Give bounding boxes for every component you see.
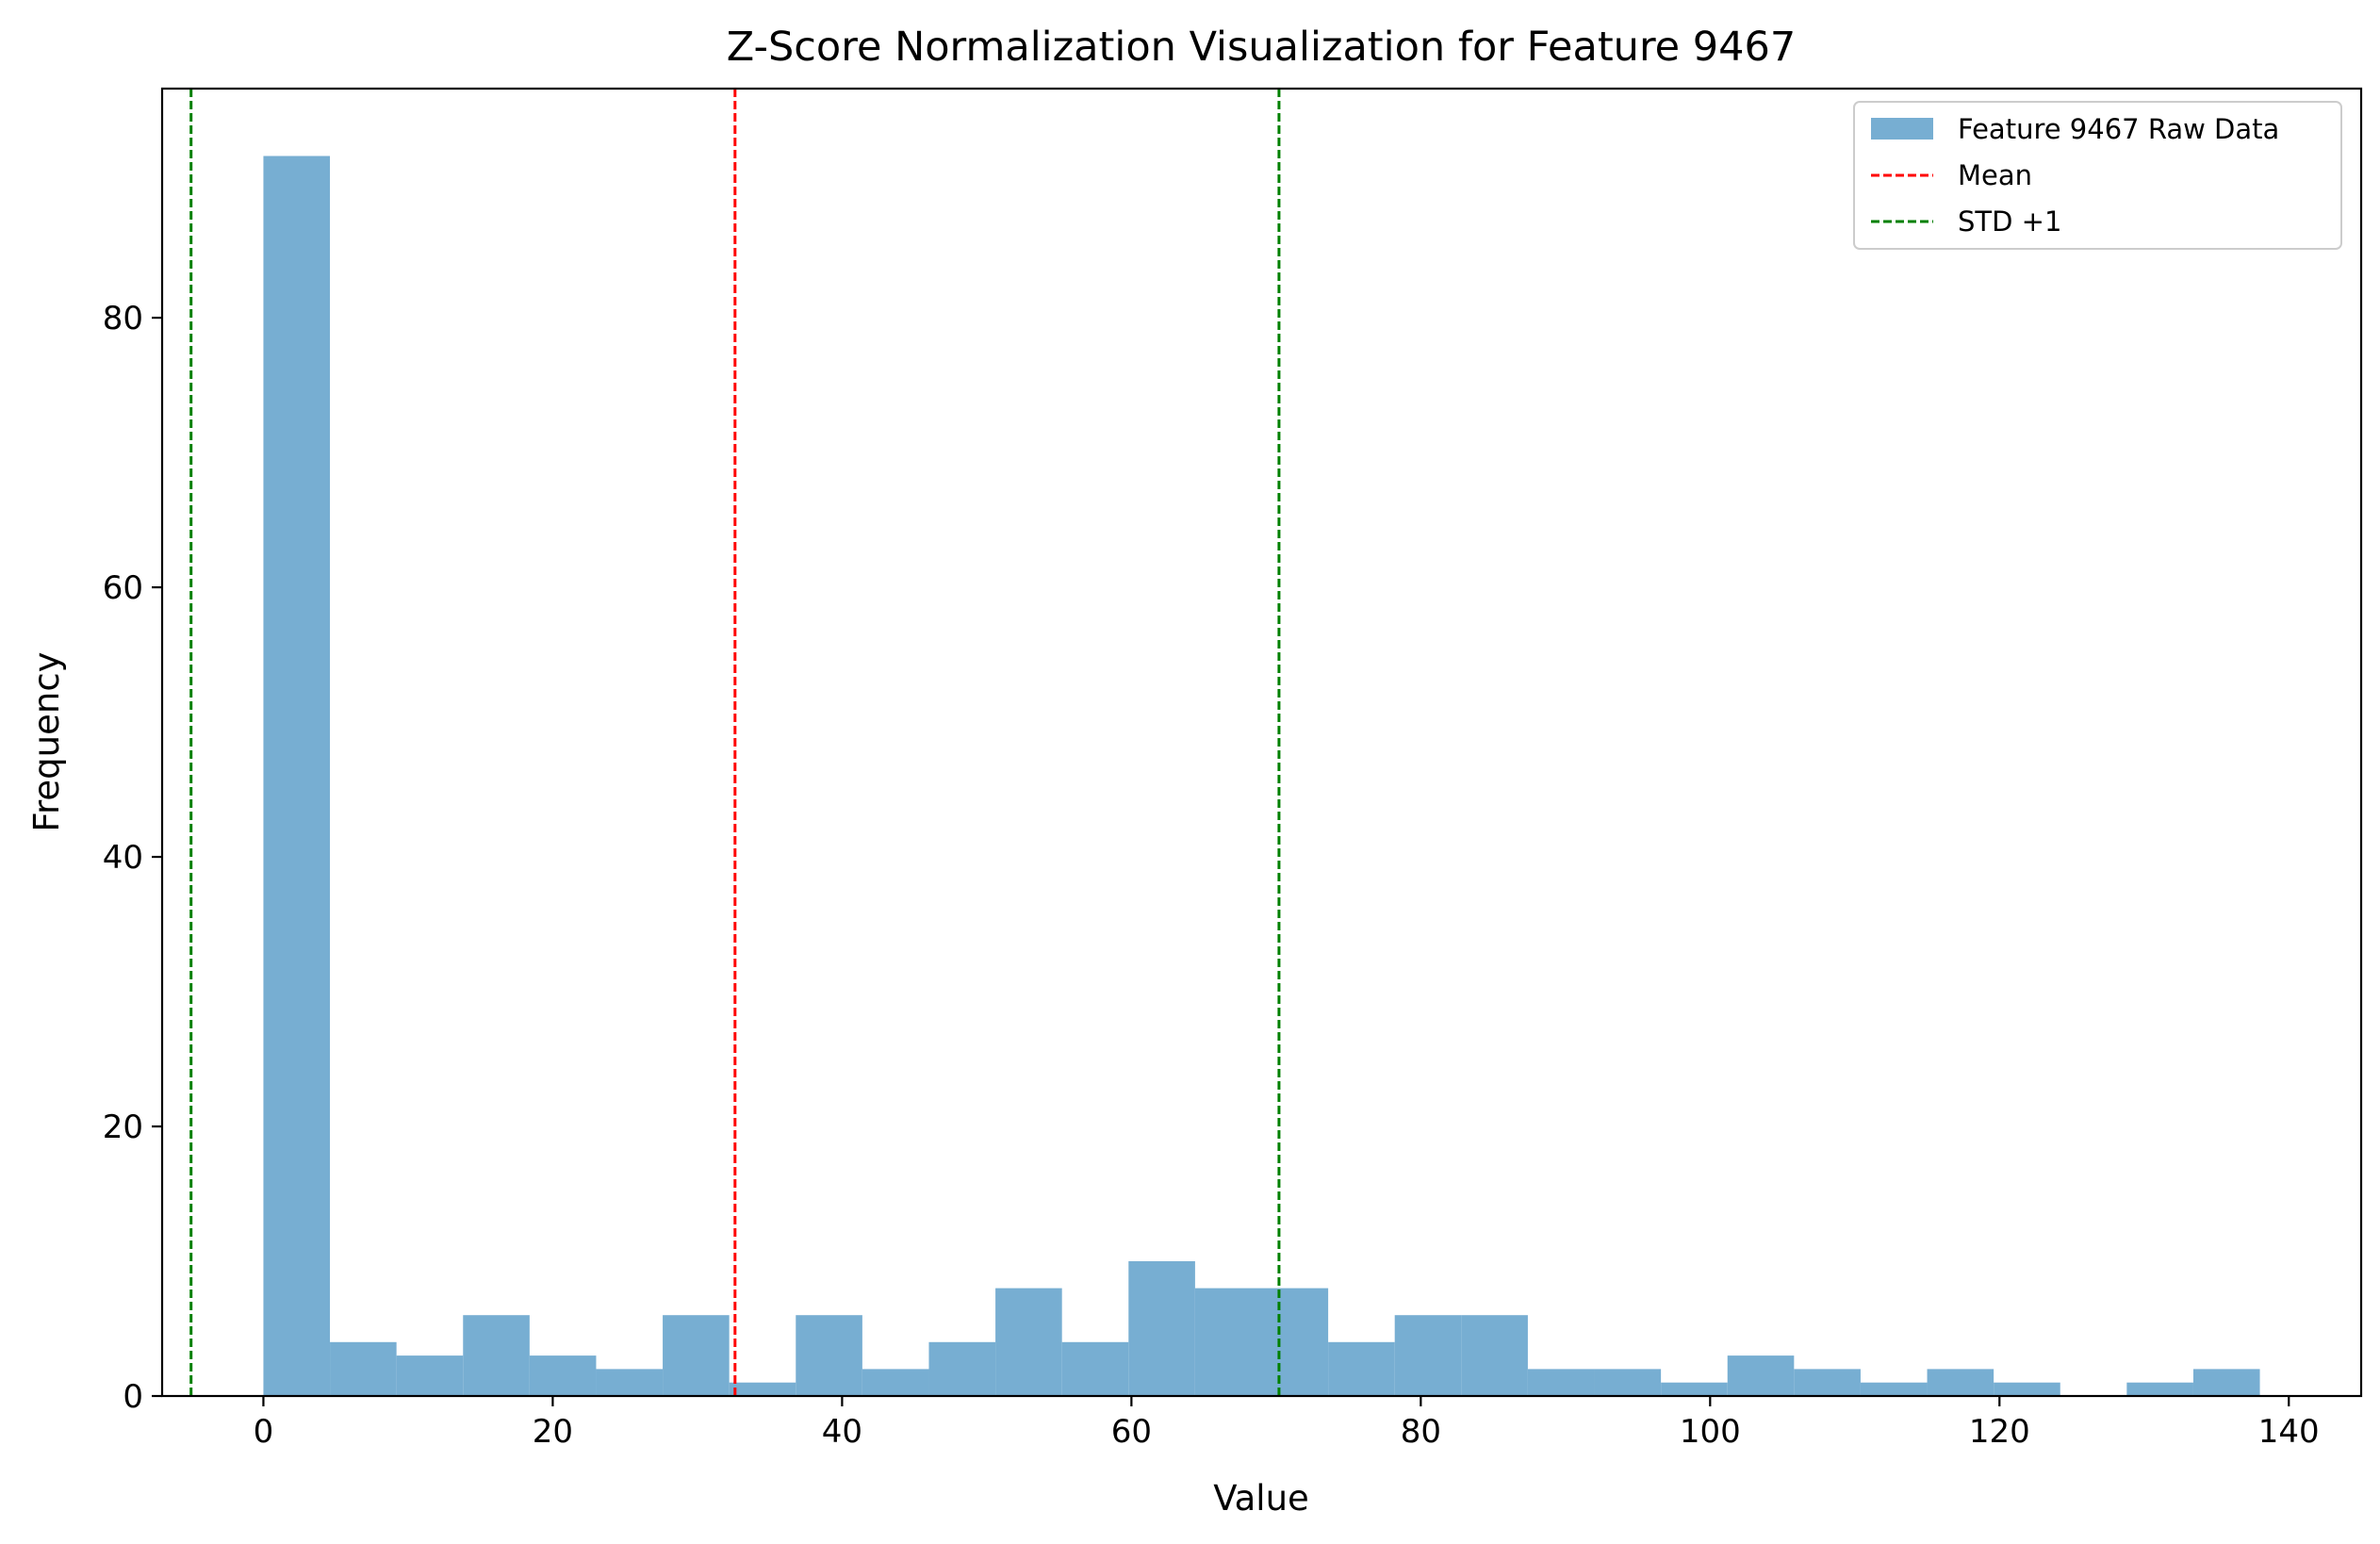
histogram-bar xyxy=(263,156,331,1396)
histogram-bar xyxy=(1794,1369,1861,1396)
legend: Feature 9467 Raw Data Mean STD +1 xyxy=(1853,101,2342,250)
plot-frame xyxy=(160,87,2363,1398)
histogram-bar xyxy=(729,1382,796,1396)
histogram-bar xyxy=(1061,1341,1129,1396)
histogram-bar xyxy=(1461,1315,1528,1396)
histogram-bar xyxy=(529,1355,597,1396)
legend-box xyxy=(1853,101,2342,250)
x-tick-label: 60 xyxy=(1111,1413,1152,1451)
histogram-bar xyxy=(596,1369,664,1396)
histogram-bar xyxy=(1194,1288,1262,1396)
histogram-bar xyxy=(1527,1369,1595,1396)
histogram-bar xyxy=(330,1341,397,1396)
y-tick-label: 80 xyxy=(103,300,143,337)
histogram-bar xyxy=(1128,1261,1195,1396)
x-tick-label: 140 xyxy=(2258,1413,2320,1451)
legend-label-std: STD +1 xyxy=(1958,205,2061,238)
legend-label-mean: Mean xyxy=(1958,159,2032,191)
histogram-bar xyxy=(995,1288,1062,1396)
x-axis-label: Value xyxy=(1213,1478,1309,1519)
x-tick-label: 80 xyxy=(1401,1413,1441,1451)
x-tick-label: 100 xyxy=(1680,1413,1741,1451)
histogram-bar xyxy=(396,1355,464,1396)
histogram-bar xyxy=(796,1315,862,1396)
histogram-bar xyxy=(663,1315,730,1396)
y-tick-label: 20 xyxy=(103,1109,143,1146)
histogram-bar xyxy=(1661,1382,1728,1396)
legend-label-raw-data: Feature 9467 Raw Data xyxy=(1958,113,2279,145)
histogram-bar xyxy=(1261,1288,1329,1396)
histogram-bar xyxy=(862,1369,929,1396)
y-tick-label: 0 xyxy=(123,1378,143,1416)
x-tick-label: 0 xyxy=(254,1413,274,1451)
x-tick-label: 40 xyxy=(822,1413,862,1451)
y-tick-label: 40 xyxy=(103,839,143,877)
histogram-bar xyxy=(463,1315,530,1396)
y-axis-label: Frequency xyxy=(26,651,67,831)
histogram-bar xyxy=(1328,1341,1395,1396)
x-axis-ticks: 0 20 40 60 80 100 120 140 xyxy=(254,1396,2320,1451)
reference-lines xyxy=(189,89,1281,1396)
histogram-bar xyxy=(2126,1382,2193,1396)
histogram-bar xyxy=(1727,1355,1795,1396)
histogram-bar xyxy=(1594,1369,1662,1396)
histogram-bar xyxy=(1394,1315,1462,1396)
legend-swatch-raw-data xyxy=(1871,118,1933,140)
x-tick-label: 20 xyxy=(533,1413,573,1451)
chart-title: Z-Score Normalization Visualization for … xyxy=(727,24,1796,71)
histogram-bar xyxy=(2192,1369,2260,1396)
y-tick-label: 60 xyxy=(103,569,143,607)
histogram-bar xyxy=(1927,1369,1994,1396)
histogram-bar xyxy=(928,1341,996,1396)
y-axis-ticks: 0 20 40 60 80 xyxy=(103,300,162,1416)
histogram-bar xyxy=(1994,1382,2060,1396)
histogram-bars xyxy=(263,156,2260,1396)
histogram-bar xyxy=(1860,1382,1928,1396)
x-tick-label: 120 xyxy=(1969,1413,2030,1451)
